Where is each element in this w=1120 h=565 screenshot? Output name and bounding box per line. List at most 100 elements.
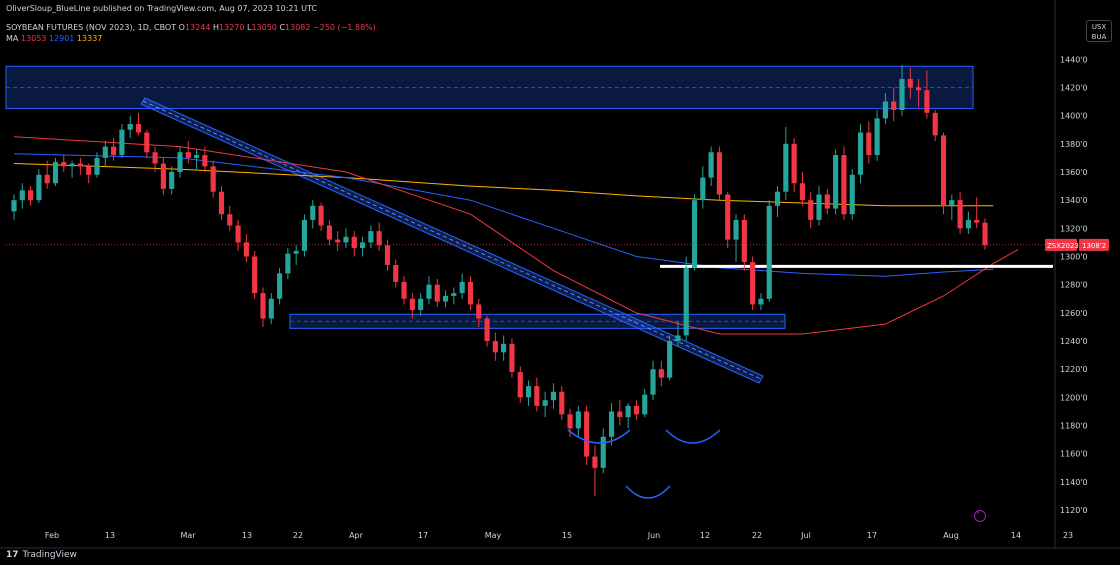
x-tick-label: 17	[867, 531, 877, 540]
candle-body	[326, 225, 332, 240]
y-tick-label: 1300'0	[1060, 253, 1088, 262]
y-tick-label: 1440'0	[1060, 55, 1088, 64]
candle-body	[774, 191, 781, 206]
low-label: L	[246, 23, 252, 32]
y-tick-label: 1380'0	[1060, 140, 1088, 149]
y-tick-label: 1360'0	[1060, 168, 1088, 177]
candle-body	[667, 341, 673, 378]
candle-body	[28, 190, 34, 201]
candle-body	[791, 143, 797, 184]
candle-body	[177, 152, 183, 172]
candle-body	[260, 293, 266, 319]
y-tick-label: 1320'0	[1060, 224, 1088, 233]
footer: 17 TradingView	[6, 550, 77, 560]
candle-body	[44, 174, 50, 184]
candle-body	[459, 281, 465, 294]
candle-body	[534, 386, 540, 406]
candle-body	[276, 273, 283, 299]
candle-body	[758, 298, 764, 305]
candle-body	[94, 157, 100, 175]
trend-channel	[140, 97, 764, 384]
x-tick-label: 13	[242, 531, 252, 540]
candle-body	[252, 256, 258, 294]
close-label: C	[279, 23, 286, 32]
y-tick-label: 1140'0	[1060, 478, 1088, 487]
candle-body	[816, 194, 822, 220]
candle-body	[77, 163, 83, 167]
candle-body	[916, 87, 922, 91]
publish-info: OliverSloup_BlueLine published on Tradin…	[6, 4, 318, 13]
candle-body	[169, 171, 175, 189]
y-tick-label: 1120'0	[1060, 506, 1088, 515]
x-tick-label: 17	[418, 531, 428, 540]
candle-body	[227, 214, 233, 226]
candle-body	[957, 200, 963, 229]
candle-body	[824, 194, 830, 209]
y-tick-label: 1240'0	[1060, 337, 1088, 346]
candle-body	[509, 343, 515, 373]
candle-body	[716, 152, 723, 195]
right-shoulder-arc	[665, 429, 721, 444]
candle-body	[202, 155, 208, 167]
x-tick-label: 22	[752, 531, 762, 540]
x-tick-label: 14	[1011, 531, 1021, 540]
candle-body	[550, 391, 557, 401]
ma-value-1: 13053	[20, 34, 47, 43]
candle-body	[932, 112, 938, 136]
candle-body	[476, 304, 482, 319]
high-label: H	[212, 23, 219, 32]
change-value: −250 (−1.88%)	[313, 23, 376, 32]
candle-body	[194, 155, 200, 158]
event-icon[interactable]	[974, 508, 986, 522]
candle-body	[335, 239, 341, 243]
candle-body	[393, 264, 399, 282]
candle-body	[368, 231, 374, 243]
x-tick-label: 12	[700, 531, 710, 540]
candle-body	[608, 411, 615, 437]
high-value: 13270	[218, 23, 245, 32]
open-value: 13244	[184, 23, 211, 32]
candle-body	[160, 163, 166, 189]
candle-body	[343, 236, 349, 243]
price-tag-symbol-bg	[1045, 238, 1077, 251]
trend-channel-midline	[142, 100, 762, 380]
x-tick-label: Jul	[800, 531, 811, 540]
currency-badge[interactable]: USX BUA	[1086, 20, 1112, 42]
price-tag-symbol: ZSX2023	[1047, 242, 1079, 250]
tradingview-logo-icon: 17	[6, 550, 19, 560]
candle-body	[426, 284, 432, 299]
candle-body	[301, 219, 308, 251]
candle-body	[310, 205, 316, 220]
candle-body	[19, 190, 25, 201]
candle-body	[293, 250, 299, 254]
candle-body	[766, 205, 772, 299]
close-value: 13082	[285, 23, 311, 32]
candle-body	[658, 369, 664, 378]
ma-label: MA	[6, 34, 19, 43]
candle-body	[982, 222, 988, 246]
left-shoulder-arc	[567, 429, 631, 444]
candle-body	[351, 236, 357, 249]
candle-body	[559, 391, 565, 415]
x-tick-label: 22	[293, 531, 303, 540]
currency-badge-line1: USX	[1091, 23, 1107, 31]
candle-body	[467, 281, 474, 305]
candle-body	[949, 200, 955, 206]
head-arc	[625, 485, 671, 499]
candle-body	[974, 219, 980, 223]
candle-body	[700, 177, 706, 201]
candle-body	[243, 242, 249, 257]
candle-body	[268, 298, 274, 319]
open-label: O	[178, 23, 185, 32]
candle-body	[318, 205, 324, 226]
candle-body	[359, 242, 366, 249]
candle-body	[617, 411, 623, 418]
symbol-label: SOYBEAN FUTURES (NOV 2023), 1D, CBOT	[6, 23, 177, 32]
candle-body	[691, 200, 698, 268]
candle-body	[285, 253, 291, 274]
candle-body	[833, 155, 839, 209]
candle-body	[891, 101, 897, 110]
y-tick-label: 1160'0	[1060, 450, 1088, 459]
x-tick-label: 15	[562, 531, 572, 540]
